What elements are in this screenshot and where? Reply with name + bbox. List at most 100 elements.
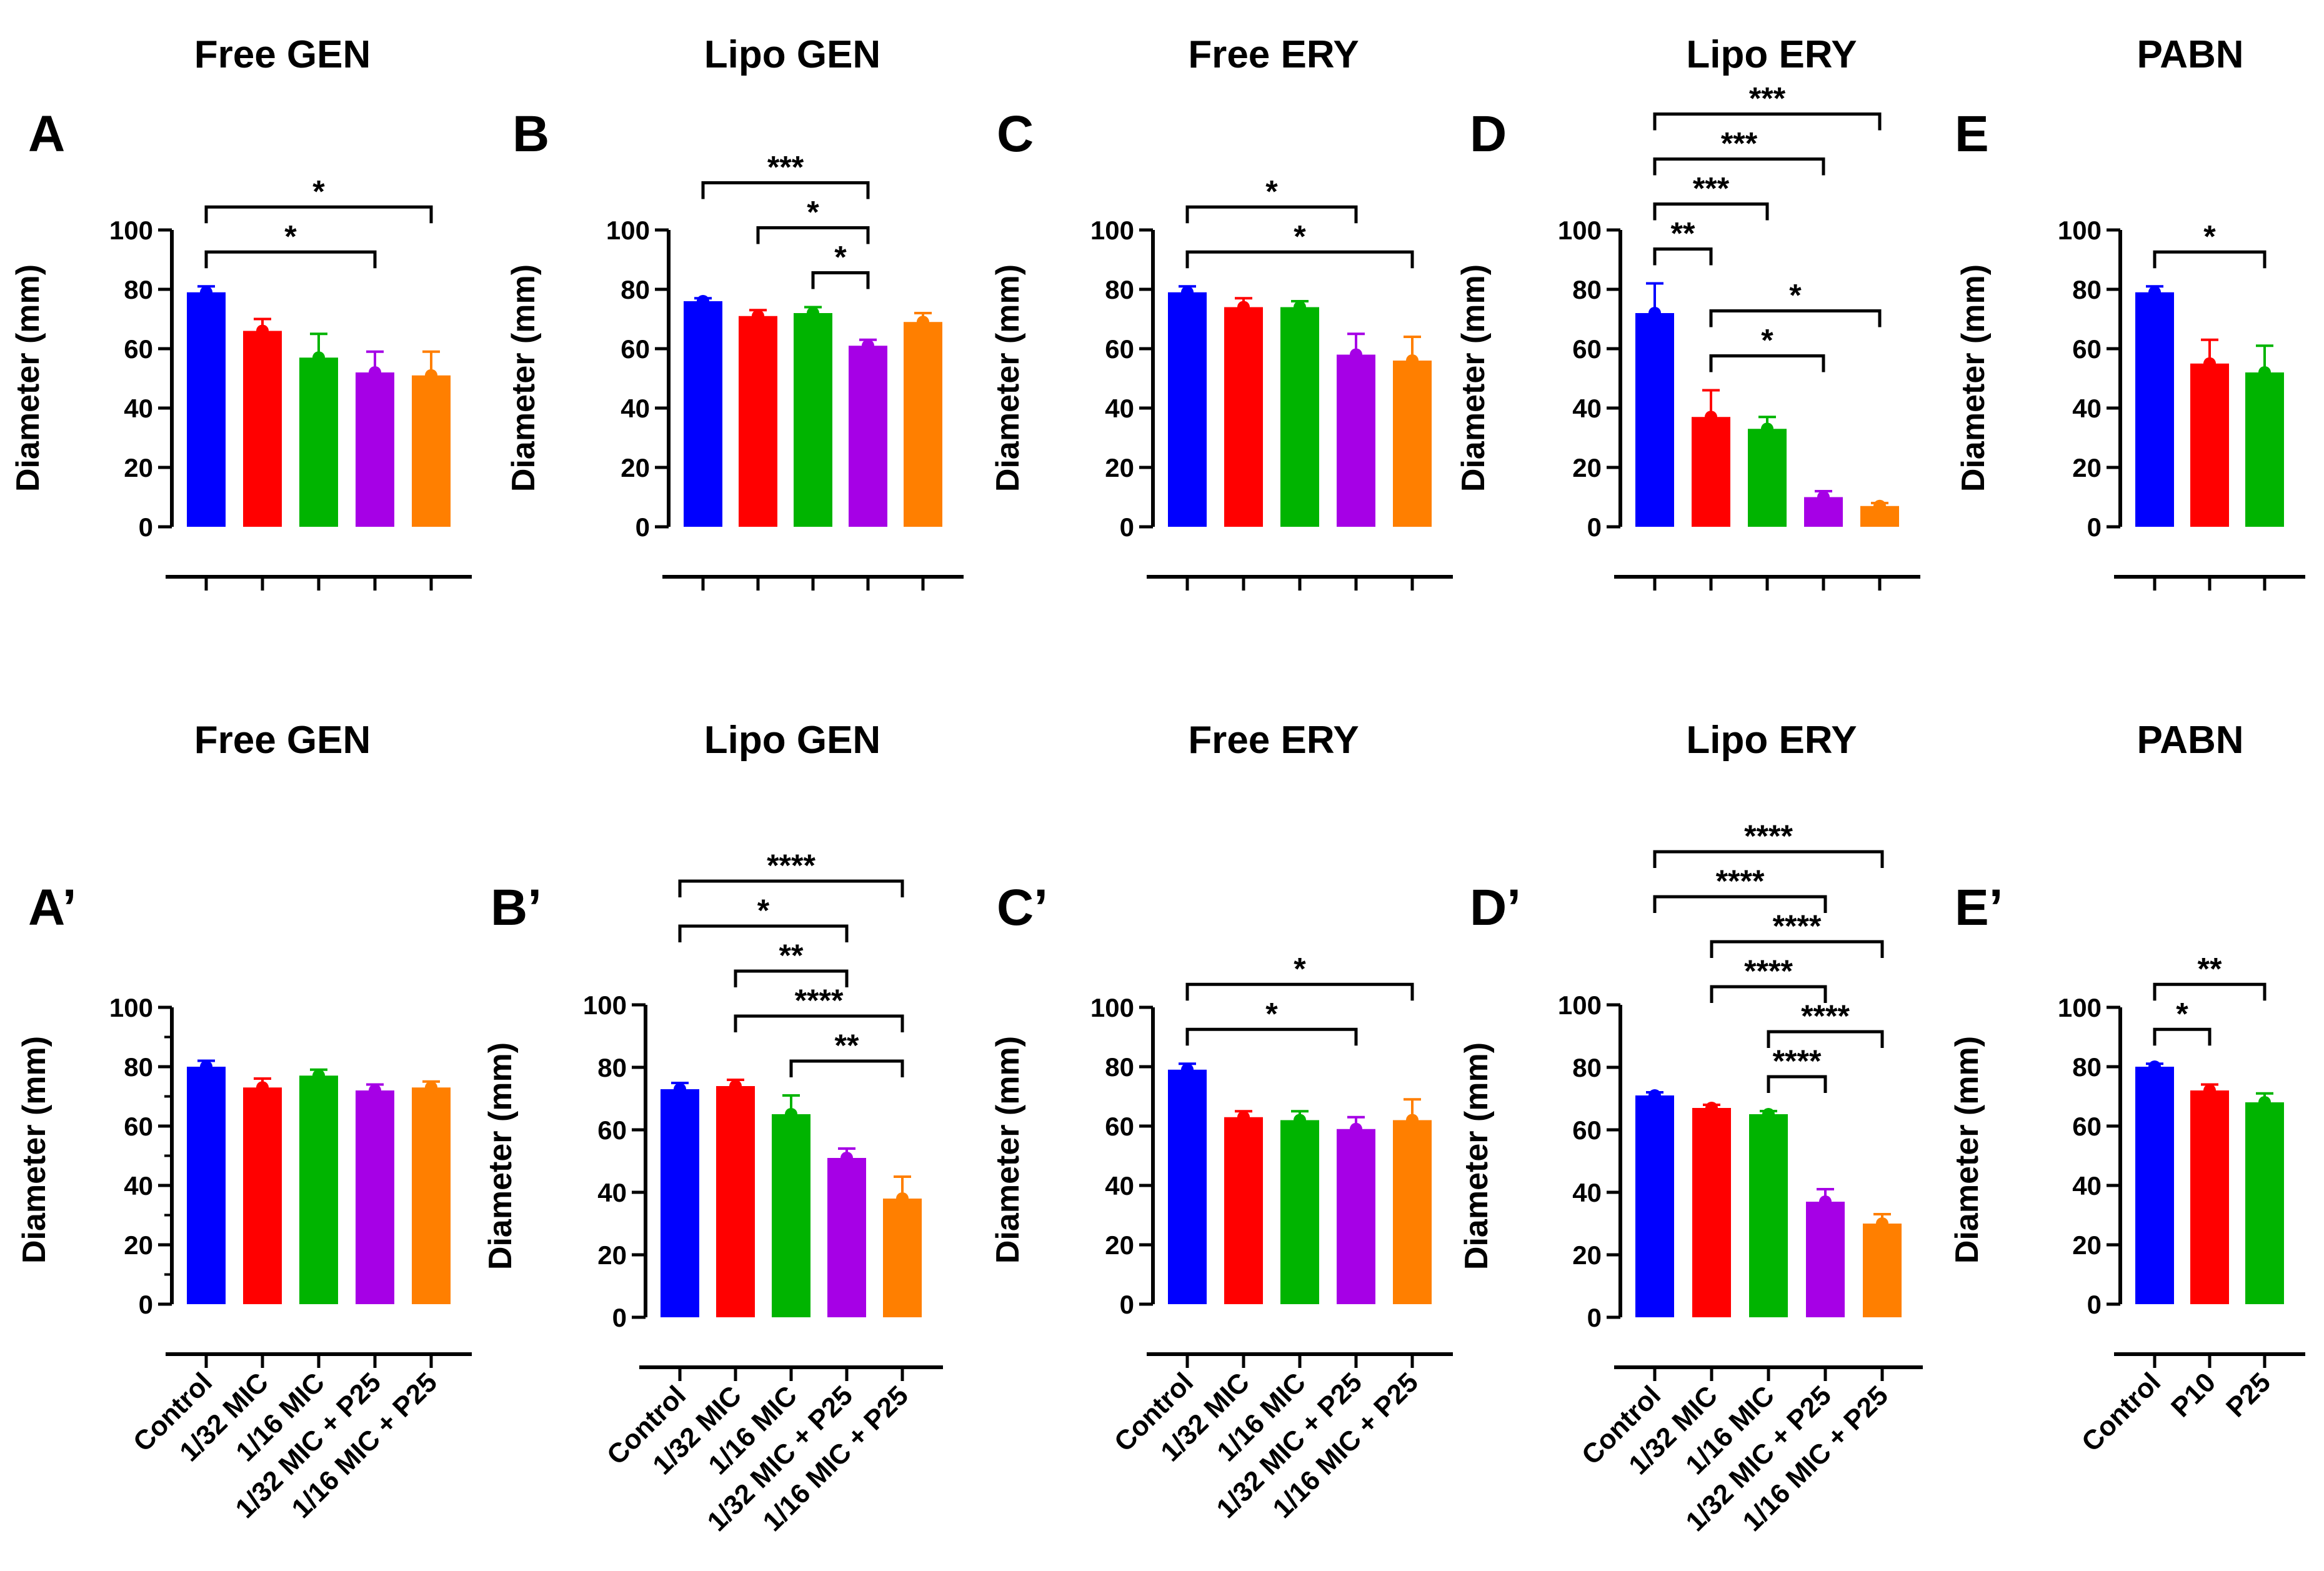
significance-label: * bbox=[1294, 951, 1306, 986]
bar-1-32-mic-plus-p25 bbox=[1337, 1129, 1375, 1304]
y-tick-label: 80 bbox=[1105, 1052, 1134, 1082]
y-tick-label: 60 bbox=[1105, 1112, 1134, 1141]
y-tick-label: 20 bbox=[2072, 453, 2102, 482]
bar-1-16-mic-plus-p25 bbox=[412, 1087, 451, 1304]
bar-1-32-mic-plus-p25 bbox=[827, 1158, 866, 1317]
bar-1-16-mic-plus-p25 bbox=[412, 375, 451, 527]
bar-1-16-mic bbox=[1280, 1120, 1319, 1304]
significance-bracket bbox=[789, 1059, 904, 1077]
mean-point-1-16-mic bbox=[1762, 1108, 1775, 1120]
significance-bracket bbox=[734, 969, 849, 987]
mean-point-1-32-mic bbox=[752, 309, 764, 322]
panel-letter: C bbox=[997, 106, 1034, 162]
y-tick-label: 0 bbox=[612, 1303, 627, 1332]
y-tick-label: 100 bbox=[1090, 993, 1134, 1022]
y-tick-label: 80 bbox=[124, 1052, 153, 1082]
bar-1-16-mic-plus-p25 bbox=[1393, 1120, 1432, 1304]
y-axis-label: Diameter (mm) bbox=[1455, 264, 1492, 492]
y-tick-label: 20 bbox=[621, 453, 650, 482]
panel-title: Free ERY bbox=[1188, 719, 1359, 762]
mean-point-control bbox=[1181, 1063, 1194, 1076]
panel-e: PABN E Diameter (mm) 0 20 40 60 80 100 * bbox=[1955, 33, 2305, 591]
y-tick-label: 60 bbox=[1572, 334, 1602, 364]
significance-bracket bbox=[1653, 157, 1825, 176]
mean-point-1-32-mic-plus-p25 bbox=[1350, 348, 1362, 361]
significance-label: *** bbox=[1721, 126, 1758, 161]
significance-label: **** bbox=[767, 848, 815, 883]
panel-letter: E’ bbox=[1955, 879, 2003, 936]
mean-point-1-16-mic-plus-p25 bbox=[1406, 1114, 1419, 1127]
bar-1-16-mic bbox=[772, 1114, 810, 1317]
y-tick-label: 100 bbox=[1558, 990, 1602, 1020]
y-tick-label: 20 bbox=[124, 1230, 153, 1260]
y-tick-label: 40 bbox=[1105, 1171, 1134, 1200]
y-tick-label: 80 bbox=[2072, 1052, 2102, 1082]
mean-point-1-16-mic-plus-p25 bbox=[425, 1081, 437, 1094]
y-tick-label: 100 bbox=[2058, 993, 2102, 1022]
mean-point-1-32-mic-plus-p25 bbox=[369, 366, 381, 379]
y-tick-label: 60 bbox=[1105, 334, 1134, 364]
bar-1-16-mic bbox=[1748, 429, 1787, 527]
panel-title: Free GEN bbox=[194, 719, 371, 762]
bar-1-32-mic bbox=[1224, 307, 1263, 527]
y-tick-label: 80 bbox=[597, 1053, 627, 1082]
y-tick-label: 20 bbox=[1105, 453, 1134, 482]
y-tick-label: 60 bbox=[621, 334, 650, 364]
bar-control bbox=[684, 301, 722, 527]
bar-p25 bbox=[2245, 1102, 2284, 1304]
mean-point-1-16-mic bbox=[312, 351, 325, 364]
significance-label: ** bbox=[1671, 216, 1695, 251]
mean-point-control bbox=[2148, 286, 2161, 299]
bar-1-32-mic bbox=[243, 1087, 282, 1304]
significance-label: * bbox=[807, 195, 819, 230]
bar-control bbox=[1635, 313, 1674, 527]
bar-control bbox=[2135, 292, 2174, 527]
bar-control bbox=[1168, 1069, 1207, 1304]
y-tick-label: 40 bbox=[2072, 1171, 2102, 1200]
y-tick-label: 40 bbox=[1105, 394, 1134, 423]
significance-bracket bbox=[678, 924, 849, 942]
bar-1-32-mic-plus-p25 bbox=[356, 1090, 394, 1304]
mean-point-1-32-mic-plus-p25 bbox=[862, 339, 874, 352]
bar-1-32-mic bbox=[1224, 1117, 1263, 1304]
y-tick-label: 20 bbox=[1105, 1230, 1134, 1260]
y-axis-label: Diameter (mm) bbox=[1955, 264, 1992, 492]
significance-bracket bbox=[1185, 250, 1414, 269]
significance-bracket bbox=[734, 1014, 904, 1032]
y-tick-label: 40 bbox=[1572, 394, 1602, 423]
significance-label: * bbox=[1294, 219, 1306, 254]
y-tick-label: 80 bbox=[1572, 1053, 1602, 1082]
significance-bracket bbox=[1653, 112, 1882, 131]
bar-p25 bbox=[2245, 372, 2284, 527]
significance-label: *** bbox=[767, 150, 804, 185]
significance-bracket bbox=[2153, 1027, 2212, 1046]
mean-point-control bbox=[1648, 307, 1661, 319]
significance-bracket bbox=[2153, 982, 2267, 1001]
y-tick-label: 80 bbox=[1105, 275, 1134, 304]
y-axis-label: Diameter (mm) bbox=[10, 264, 46, 492]
significance-bracket bbox=[701, 181, 870, 199]
bar-1-16-mic bbox=[1280, 307, 1319, 527]
panel-c: Free ERY C Diameter (mm) 0 20 40 60 80 100 * * bbox=[990, 33, 1453, 591]
panel-e-prime: PABN E’ Diameter (mm) 0 20 40 60 80 100 ControlP1… bbox=[1949, 719, 2305, 1458]
y-tick-label: 0 bbox=[139, 512, 153, 542]
y-tick-label: 0 bbox=[1587, 512, 1602, 542]
mean-point-1-32-mic bbox=[1237, 301, 1250, 314]
y-axis-label: Diameter (mm) bbox=[990, 1036, 1026, 1264]
y-tick-label: 40 bbox=[621, 394, 650, 423]
bar-1-16-mic bbox=[299, 1075, 338, 1304]
y-tick-label: 0 bbox=[1120, 1290, 1134, 1319]
bar-1-16-mic bbox=[299, 357, 338, 527]
x-category-label: P25 bbox=[2220, 1367, 2277, 1423]
bar-1-16-mic-plus-p25 bbox=[1863, 1224, 1902, 1317]
significance-bracket bbox=[1185, 1027, 1358, 1046]
mean-point-1-16-mic bbox=[1294, 301, 1306, 314]
mean-point-1-32-mic-plus-p25 bbox=[840, 1152, 853, 1164]
mean-point-1-32-mic bbox=[729, 1080, 742, 1092]
mean-point-1-32-mic-plus-p25 bbox=[1819, 1195, 1832, 1208]
significance-bracket bbox=[1710, 940, 1884, 958]
significance-label: * bbox=[2176, 996, 2188, 1031]
